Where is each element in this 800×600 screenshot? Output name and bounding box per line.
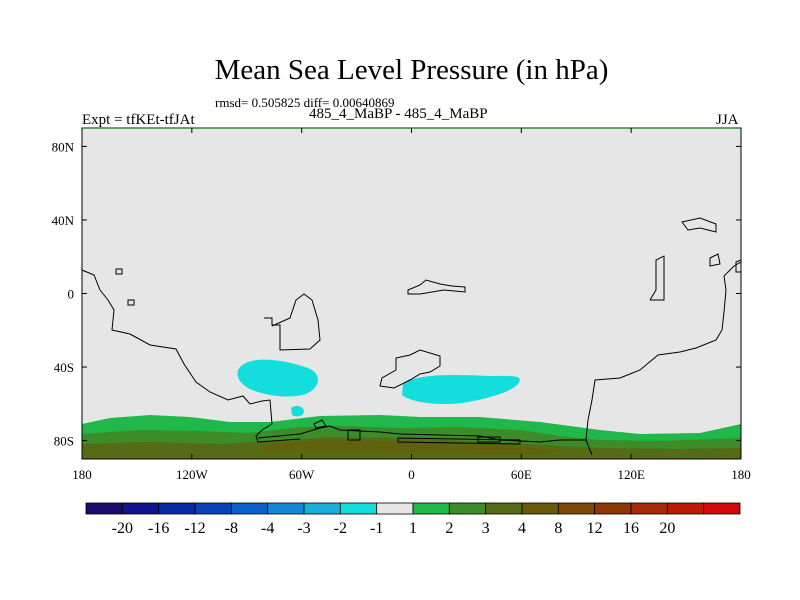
colorbar-swatch xyxy=(557,502,596,515)
colorbar-label: -8 xyxy=(225,520,238,537)
colorbar-swatch xyxy=(521,502,559,515)
colorbar-swatch xyxy=(376,502,414,515)
x-tick-label: 60W xyxy=(289,467,315,482)
y-tick-label: 80S xyxy=(54,434,74,449)
negative-anomaly-indian-ocean xyxy=(402,374,520,405)
experiment-label: Expt = tfKEt-tfJAt xyxy=(82,112,195,128)
negative-anomaly-south-atlantic xyxy=(237,359,318,397)
colorbar-label: -20 xyxy=(112,520,133,537)
x-tick-label: 180 xyxy=(731,467,751,482)
colorbar-swatch xyxy=(194,502,232,515)
coastlines xyxy=(81,217,742,456)
colorbar-swatch xyxy=(485,502,523,515)
case-label: 485_4_MaBP - 485_4_MaBP xyxy=(309,106,488,122)
x-tick-label: 60E xyxy=(511,467,532,482)
colorbar-label: -12 xyxy=(184,520,205,537)
x-tick-label: 120E xyxy=(617,467,645,482)
colorbar-label: -1 xyxy=(370,520,383,537)
colorbar-label: 20 xyxy=(659,520,675,537)
negative-anomaly-south-atlantic-small xyxy=(291,405,304,417)
x-tick-label: 120W xyxy=(176,467,209,482)
colorbar-label: 4 xyxy=(518,520,526,537)
stats-label: rmsd= 0.505825 diff= 0.00640869 xyxy=(215,95,395,110)
colorbar-swatch xyxy=(666,502,705,515)
colorbar-swatch xyxy=(448,502,487,515)
season-label: JJA xyxy=(716,112,739,128)
colorbar: -20 -16 -12 -8 -4 -3 -2 -1 1 2 3 4 8 12 16 20 xyxy=(85,502,741,537)
colorbar-label: -2 xyxy=(334,520,347,537)
colorbar-swatch xyxy=(85,502,123,515)
colorbar-swatch xyxy=(303,502,341,515)
colorbar-label: -3 xyxy=(297,520,310,537)
colorbar-swatch xyxy=(267,502,305,515)
colorbar-label: 12 xyxy=(587,520,603,537)
colorbar-label: 16 xyxy=(623,520,639,537)
x-axis: 180 120W 60W 0 60E 120E 180 xyxy=(72,128,751,482)
colorbar-swatch xyxy=(121,502,160,515)
colorbar-swatch xyxy=(594,502,632,515)
colorbar-label: 8 xyxy=(554,520,562,537)
x-tick-label: 0 xyxy=(408,467,415,482)
colorbar-swatch xyxy=(158,502,196,515)
colorbar-swatch xyxy=(703,502,741,515)
colorbar-label: 1 xyxy=(409,520,417,537)
colorbar-label: -4 xyxy=(261,520,274,537)
colorbar-swatch xyxy=(412,502,450,515)
colorbar-swatch xyxy=(630,502,668,515)
x-tick-label: 180 xyxy=(72,467,92,482)
colorbar-label: -16 xyxy=(148,520,169,537)
y-tick-label: 0 xyxy=(68,287,75,302)
y-axis: 80N 40N 0 40S 80S xyxy=(52,139,741,449)
y-tick-label: 40S xyxy=(54,360,74,375)
colorbar-label: 3 xyxy=(482,520,490,537)
colorbar-label: 2 xyxy=(445,520,453,537)
colorbar-swatch xyxy=(339,502,378,515)
chart-title: Mean Sea Level Pressure (in hPa) xyxy=(214,54,609,86)
positive-band-8 xyxy=(262,440,560,455)
colorbar-swatch xyxy=(230,502,269,515)
y-tick-label: 80N xyxy=(52,139,75,154)
y-tick-label: 40N xyxy=(52,213,75,228)
